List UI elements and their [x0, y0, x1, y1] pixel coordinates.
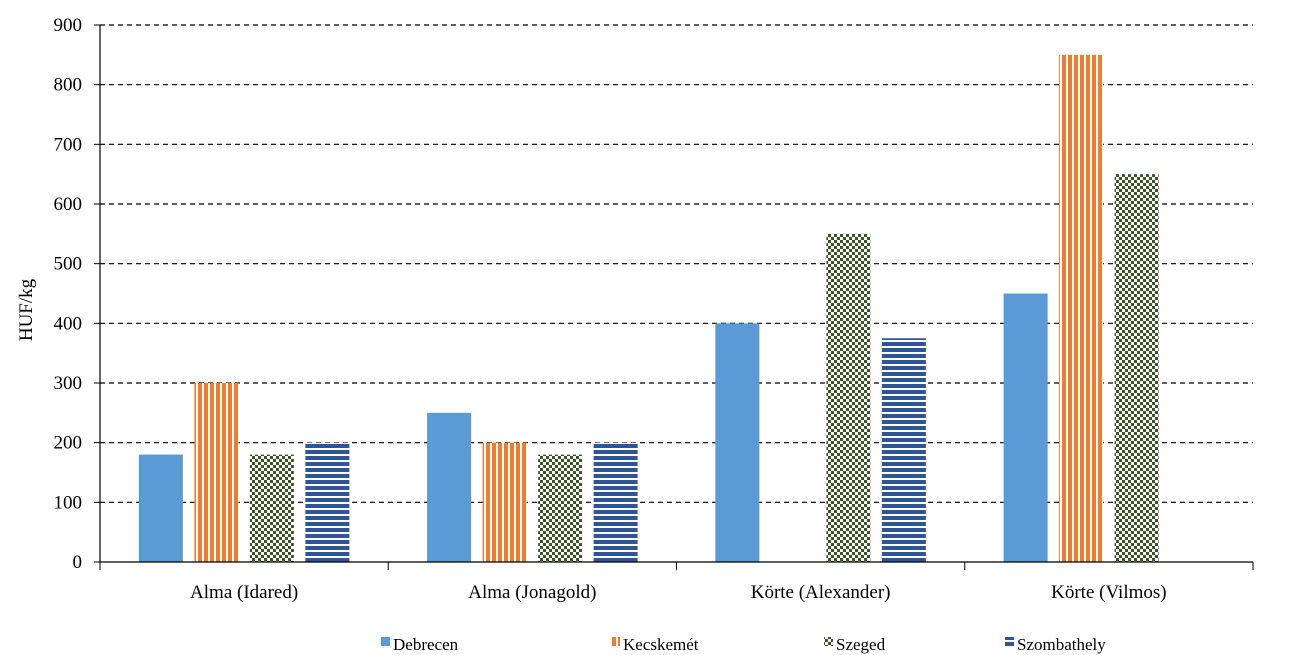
legend-label: Szombathely [1017, 635, 1106, 654]
legend-swatch [1005, 637, 1014, 646]
bar-debrecen [138, 454, 183, 562]
bar-szombathely [593, 442, 638, 562]
bar-szeged [826, 233, 871, 563]
bar-debrecen [1003, 293, 1048, 562]
legend-item-szeged: Szeged [824, 635, 886, 654]
legend-label: Szeged [836, 635, 886, 654]
y-tick-label: 500 [54, 254, 83, 275]
y-tick-label: 200 [54, 433, 83, 454]
x-tick-labels: Alma (Idared) Alma (Jonagold) Körte (Alexa… [190, 582, 1167, 603]
y-tick-label: 800 [54, 75, 83, 96]
y-tick-labels: 0 100 200 300 400 500 600 700 800 900 [54, 15, 100, 573]
legend-label: Kecskemét [623, 635, 699, 654]
gridlines [100, 24, 1253, 503]
bar-szeged [1114, 174, 1159, 562]
legend-item-kecskem-t: Kecskemét [611, 635, 699, 654]
y-tick-label: 100 [54, 492, 83, 513]
x-tick-label: Körte (Alexander) [751, 582, 891, 603]
legend-swatch [824, 637, 833, 646]
legend-swatch [611, 637, 620, 646]
bar-debrecen [715, 323, 760, 562]
legend-item-debrecen: Debrecen [381, 635, 459, 654]
y-tick-label: 600 [54, 194, 83, 215]
y-tick-label: 300 [54, 373, 83, 394]
bar-szombathely [881, 338, 926, 562]
axes [99, 25, 1254, 570]
bar-szeged [249, 454, 294, 562]
x-tick-label: Alma (Jonagold) [468, 582, 596, 603]
y-tick-label: 900 [54, 15, 83, 36]
legend-swatch [381, 637, 390, 646]
bar-debrecen [427, 412, 472, 562]
bar-szeged [538, 454, 583, 562]
y-tick-label: 0 [73, 552, 83, 573]
bars [138, 54, 1159, 563]
legend: Debrecen Kecskemét Szeged Szombathely [381, 635, 1106, 654]
bar-szombathely [305, 442, 350, 562]
legend-label: Debrecen [393, 635, 459, 654]
x-tick-label: Körte (Vilmos) [1051, 582, 1166, 603]
legend-item-szombathely: Szombathely [1005, 635, 1106, 654]
y-axis-label: HUF/kg [16, 278, 37, 341]
y-tick-label: 700 [54, 134, 83, 155]
bar-kecskem-t [482, 442, 527, 562]
y-tick-label: 400 [54, 313, 83, 334]
bar-kecskem-t [194, 383, 239, 562]
bar-kecskem-t [1059, 54, 1104, 562]
x-tick-label: Alma (Idared) [190, 582, 298, 603]
